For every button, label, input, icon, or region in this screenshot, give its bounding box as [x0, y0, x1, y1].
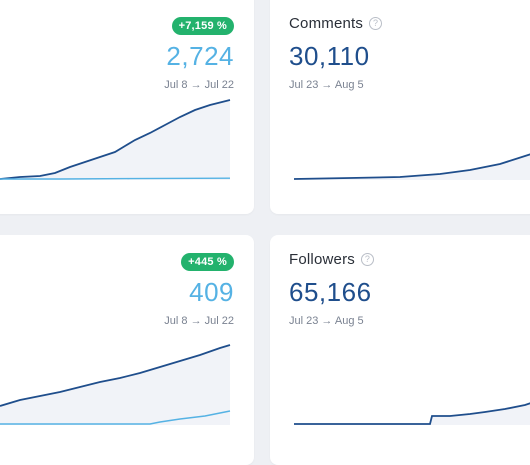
card-title-label: Comments: [289, 15, 364, 32]
current-period-line: [293, 153, 530, 180]
current-period-area: [0, 345, 230, 425]
metric-card-followers: Followers ? 65,166 Jul 23 → Aug 5: [270, 235, 530, 465]
metric-card-comments: Comments ? 30,110 Jul 23 → Aug 5: [270, 0, 530, 214]
card-title: Followers ?: [289, 251, 374, 268]
date-range: Jul 8 → Jul 22: [164, 79, 234, 91]
current-period-line: [294, 402, 530, 425]
previous-period-line: [0, 177, 231, 180]
current-period-line: [0, 99, 231, 180]
current-period-area: [294, 154, 530, 180]
trend-chart: [293, 153, 530, 180]
metric-value: 2,724: [166, 41, 234, 71]
question-circle-icon[interactable]: ?: [369, 17, 383, 30]
question-circle-icon[interactable]: ?: [360, 253, 374, 266]
current-period-line: [0, 344, 231, 407]
trend-chart: [0, 99, 231, 180]
metric-card-top-left: +7,159 % 2,724 Jul 8 → Jul 22: [0, 0, 254, 214]
growth-badge: +445 %: [181, 253, 234, 271]
date-range: Jul 8 → Jul 22: [164, 315, 234, 327]
metric-value: 65,166: [289, 277, 372, 307]
current-period-area: [0, 100, 230, 180]
metric-value: 30,110: [289, 41, 370, 71]
date-range: Jul 23 → Aug 5: [289, 79, 364, 91]
current-period-area: [294, 403, 530, 425]
metric-card-bottom-left: +445 % 409 Jul 8 → Jul 22: [0, 235, 254, 465]
previous-period-line: [0, 410, 231, 425]
trend-chart: [0, 344, 231, 425]
metric-value: 409: [189, 277, 234, 307]
trend-chart: [294, 402, 530, 425]
date-range: Jul 23 → Aug 5: [289, 315, 364, 327]
growth-badge: +7,159 %: [171, 17, 234, 35]
card-title-label: Followers: [289, 251, 355, 268]
card-title: Comments ?: [289, 15, 383, 32]
